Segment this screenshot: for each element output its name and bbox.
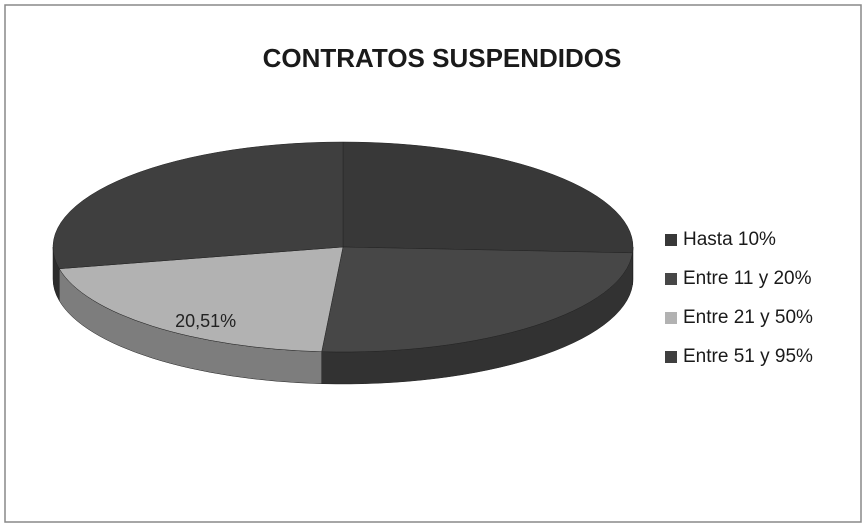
- legend-label: Hasta 10%: [683, 229, 776, 250]
- legend-swatch: [665, 351, 677, 363]
- legend-label: Entre 21 y 50%: [683, 307, 813, 328]
- legend-swatch: [665, 234, 677, 246]
- legend-swatch: [665, 312, 677, 324]
- slice: [342, 141, 634, 254]
- data-label: 20,51%: [175, 311, 236, 331]
- chart-title: CONTRATOS SUSPENDIDOS: [263, 43, 622, 73]
- legend-swatch: [665, 273, 677, 285]
- slice: [58, 246, 344, 352]
- legend-label: Entre 51 y 95%: [683, 346, 813, 367]
- slice: [321, 246, 633, 353]
- slice: [52, 141, 344, 270]
- legend-label: Entre 11 y 20%: [683, 268, 812, 289]
